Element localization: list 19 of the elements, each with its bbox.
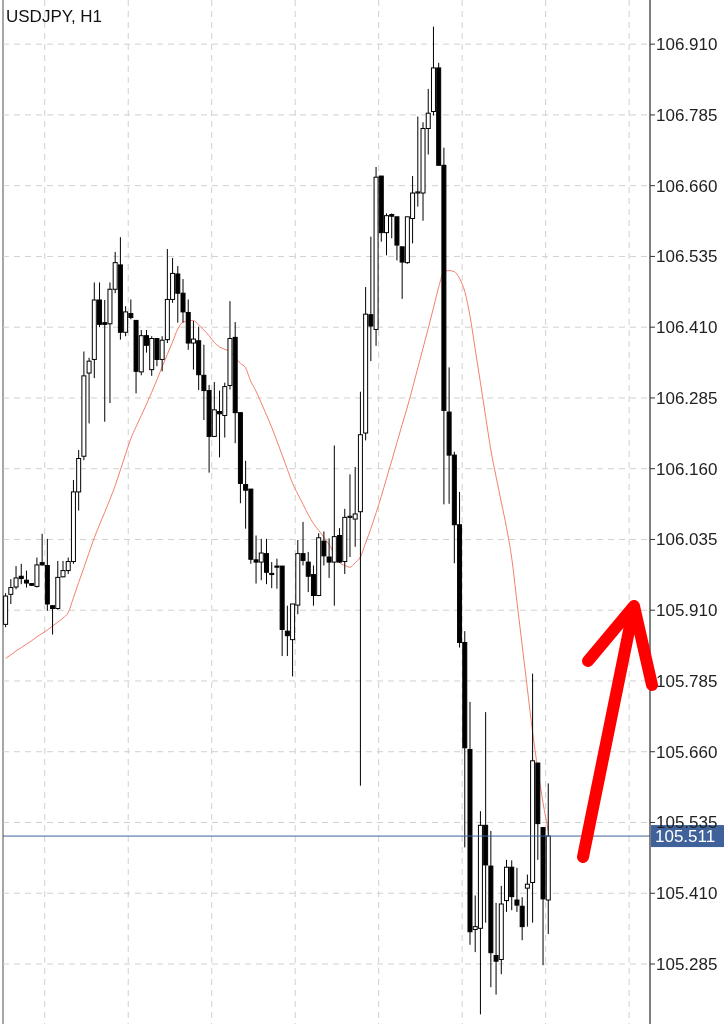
y-tick-label: 106.660 — [656, 176, 718, 196]
y-tick-label: 105.410 — [656, 884, 718, 904]
candlestick — [514, 867, 520, 913]
y-tick-label: 106.910 — [656, 35, 718, 55]
y-tick-label: 105.285 — [656, 954, 718, 974]
y-tick-label: 106.535 — [656, 247, 718, 267]
y-tick-label: 106.410 — [656, 318, 718, 338]
chart-title: USDJPY, H1 — [6, 7, 103, 26]
candlestick — [519, 896, 525, 941]
y-tick-label: 106.785 — [656, 105, 718, 125]
y-tick-label: 106.285 — [656, 388, 718, 408]
candlestick — [524, 874, 530, 928]
y-tick-label: 105.785 — [656, 671, 718, 691]
y-tick-label: 105.910 — [656, 601, 718, 621]
y-tick-label: 105.660 — [656, 742, 718, 762]
y-tick-label: 106.035 — [656, 530, 718, 550]
y-tick-label: 106.160 — [656, 459, 718, 479]
candlestick — [269, 561, 275, 589]
line-series — [5, 270, 549, 832]
